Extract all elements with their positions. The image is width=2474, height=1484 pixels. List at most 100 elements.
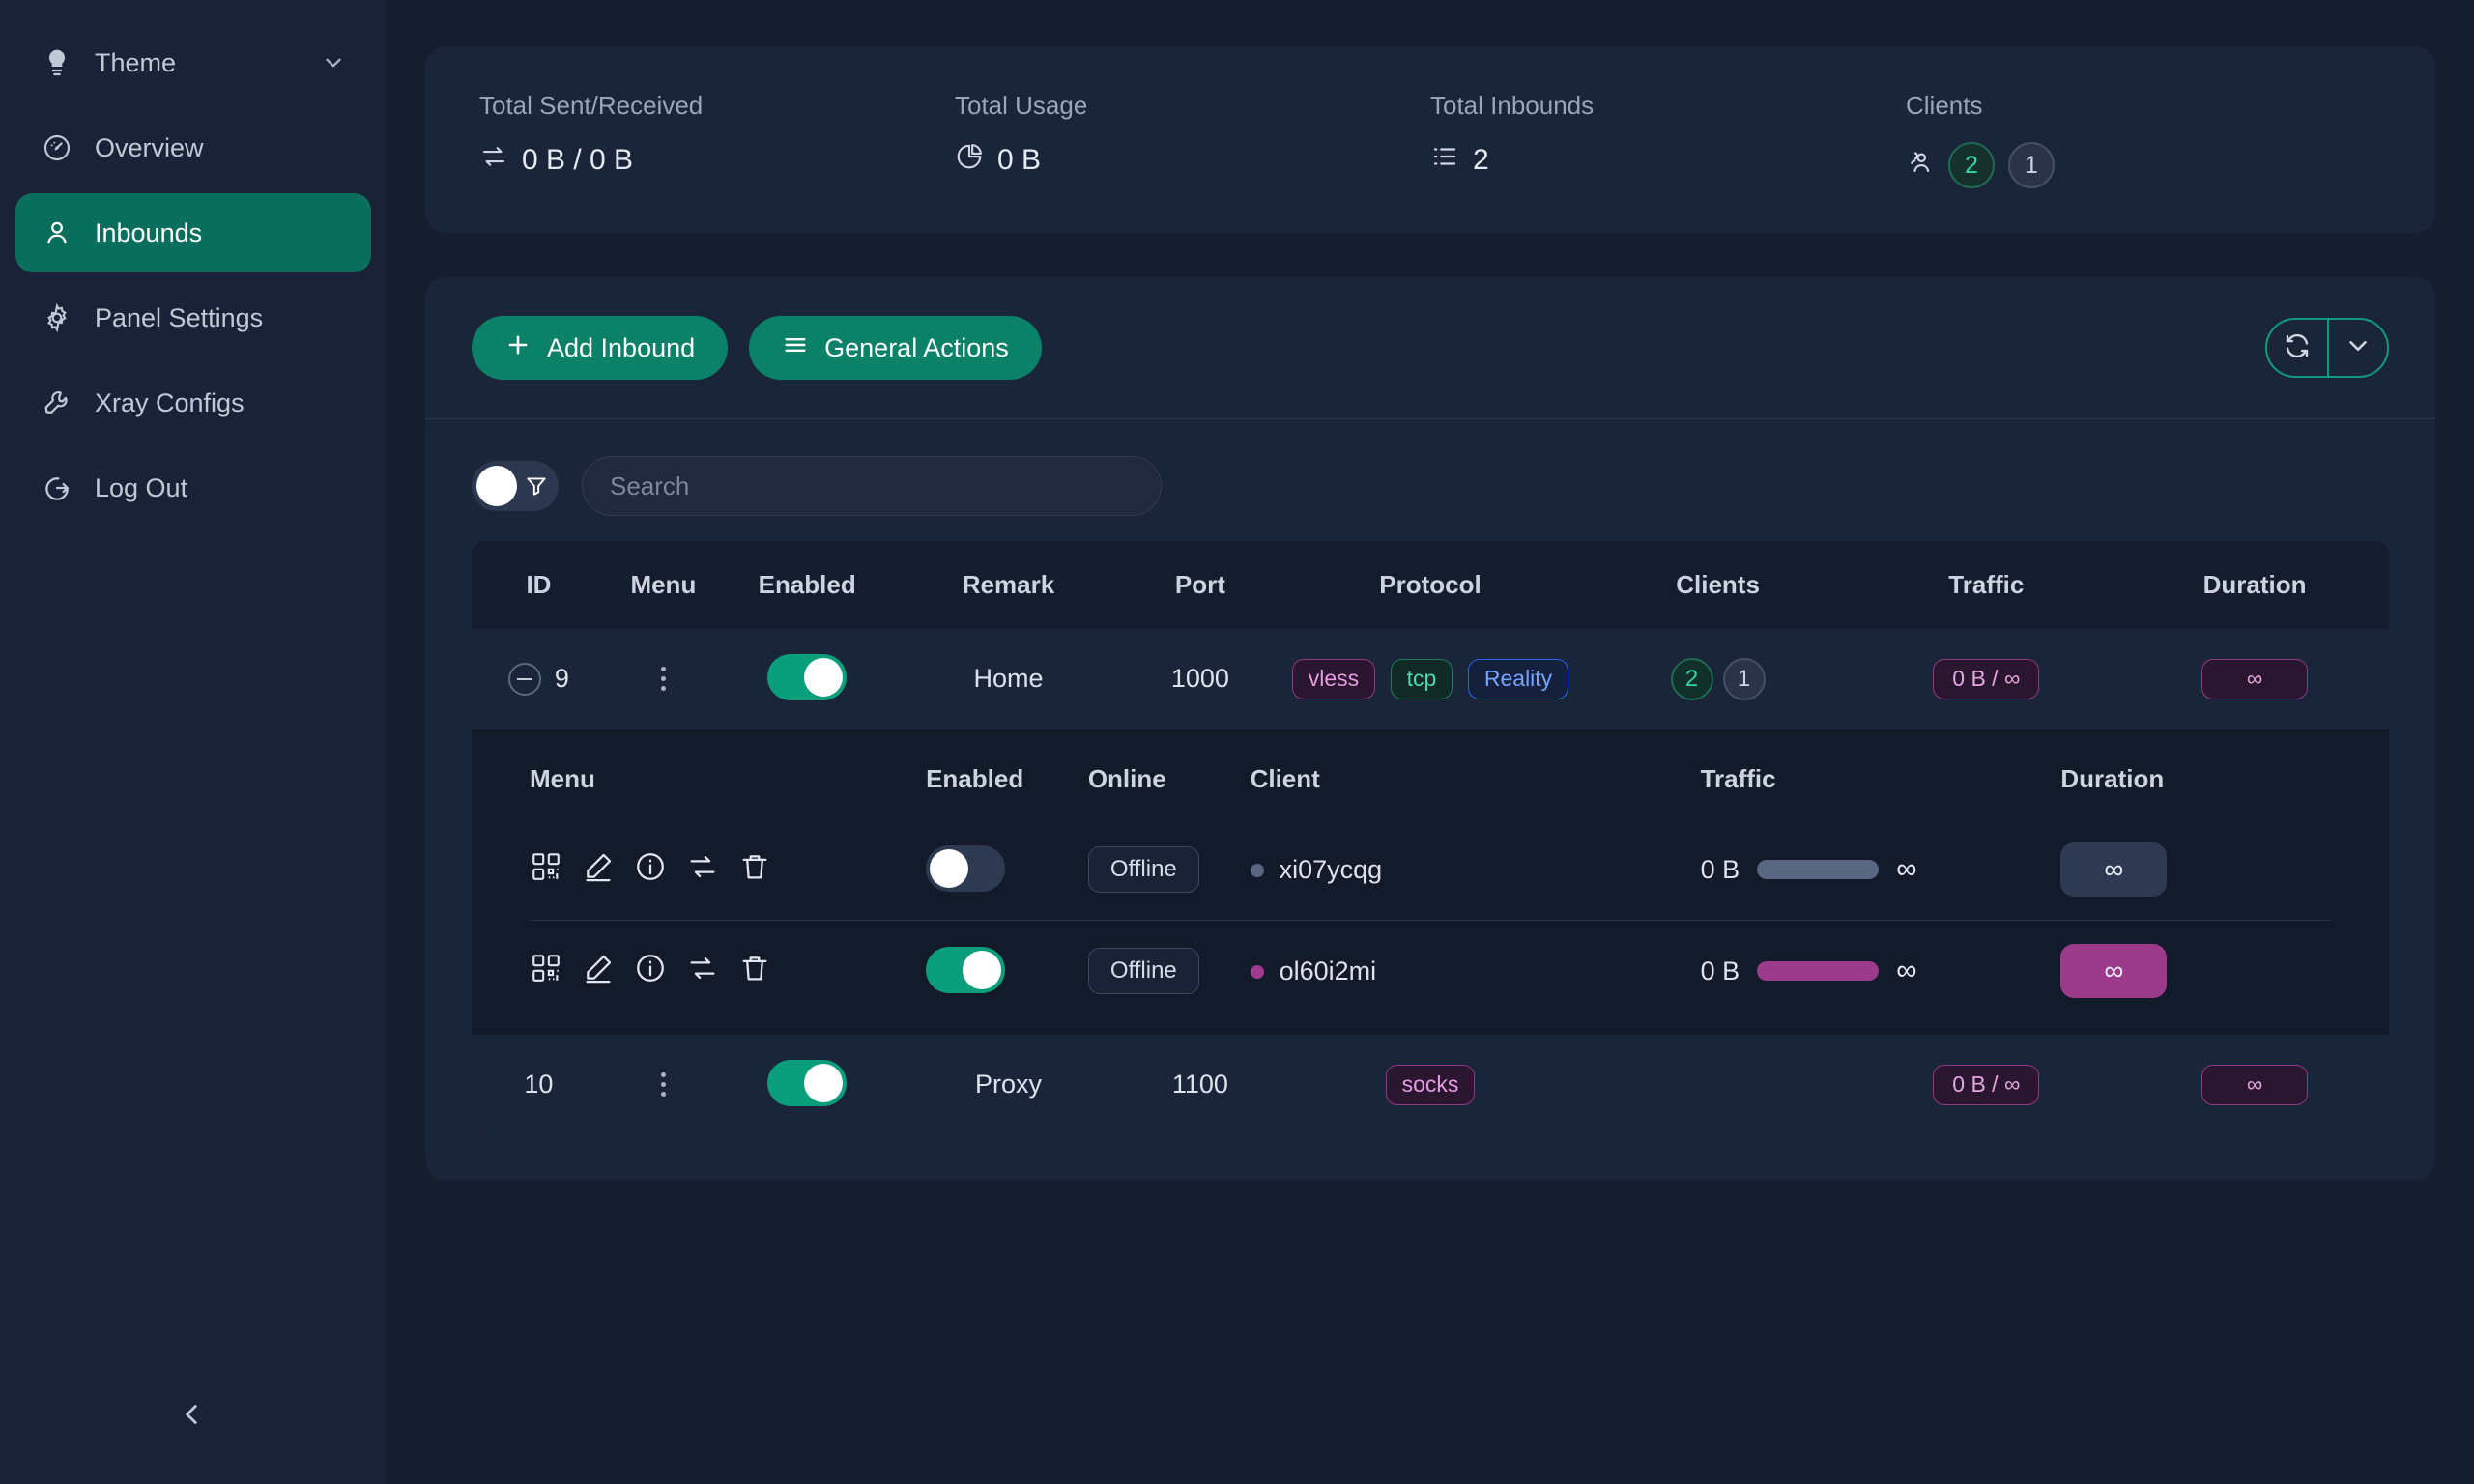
info-icon[interactable] [634, 952, 667, 991]
clients-table-body: Offline xi07ycqg [530, 819, 2331, 1021]
refresh-icon [2283, 331, 2312, 365]
client-enabled-toggle[interactable] [926, 844, 1006, 892]
col-enabled: Enabled [720, 541, 894, 629]
stat-total-usage: Total Usage 0 B [955, 91, 1430, 188]
chevron-left-icon [175, 1398, 208, 1436]
sidebar-item-log-out[interactable]: Log Out [15, 448, 371, 528]
search-input[interactable] [582, 456, 1162, 516]
filter-icon [524, 473, 549, 499]
client-cell-duration: ∞ [2060, 920, 2331, 1021]
cell-port: 1000 [1123, 629, 1278, 729]
inbounds-panel: Add Inbound General Actions [425, 277, 2435, 1181]
edit-pencil-icon[interactable] [582, 850, 615, 890]
filter-toggle-knob [476, 466, 517, 506]
cell-menu [605, 1035, 721, 1134]
protocol-tag: tcp [1390, 658, 1453, 699]
menu-icon [782, 331, 809, 365]
ccol-menu: Menu [530, 739, 927, 819]
clients-panel: Menu Enabled Online Client Traffic Durat… [472, 729, 2389, 1035]
sidebar-item-overview[interactable]: Overview [15, 108, 371, 187]
row-enabled-toggle[interactable] [767, 1060, 848, 1106]
sidebar-item-theme[interactable]: Theme [15, 23, 371, 102]
client-cell-menu [530, 819, 927, 921]
clients-table-head: Menu Enabled Online Client Traffic Durat… [530, 739, 2331, 819]
stats-card: Total Sent/Received 0 B / 0 B Total Usag… [425, 46, 2435, 233]
sidebar-item-xray-configs[interactable]: Xray Configs [15, 363, 371, 442]
cell-duration: ∞ [2120, 629, 2389, 729]
filter-toggle[interactable] [472, 461, 559, 511]
sidebar-collapse-button[interactable] [170, 1395, 213, 1438]
wrench-icon [41, 386, 73, 419]
sidebar-item-panel-settings[interactable]: Panel Settings [15, 278, 371, 357]
stat-total-inbounds: Total Inbounds 2 [1430, 91, 1906, 188]
col-port: Port [1123, 541, 1278, 629]
qr-code-icon[interactable] [530, 850, 562, 890]
client-enabled-toggle[interactable] [926, 946, 1006, 993]
traffic-badge: 0 B / ∞ [1933, 1064, 2040, 1105]
row-menu-button[interactable] [606, 1072, 721, 1097]
stat-total-sent-received: Total Sent/Received 0 B / 0 B [479, 91, 955, 188]
edit-pencil-icon[interactable] [582, 952, 615, 991]
client-cell-duration: ∞ [2060, 819, 2331, 921]
gear-icon [41, 301, 73, 334]
cell-id: 10 [472, 1035, 606, 1134]
refresh-button[interactable] [2267, 320, 2327, 376]
cell-protocol: vless tcp Reality [1277, 629, 1584, 729]
cell-menu [605, 629, 721, 729]
client-row[interactable]: Offline ol60i2mi [530, 920, 2331, 1021]
reset-icon[interactable] [686, 952, 719, 991]
row-id: 9 [554, 664, 569, 693]
chevron-down-icon [2344, 331, 2373, 365]
stat-clients: Clients 2 1 [1906, 91, 2381, 188]
clients-subtable-row: Menu Enabled Online Client Traffic Durat… [472, 728, 2389, 1035]
col-protocol: Protocol [1277, 541, 1584, 629]
sidebar: Theme Overview Inbounds Panel Settings X… [0, 0, 387, 1484]
cell-enabled [720, 1035, 894, 1134]
client-name-label: xi07ycqg [1279, 855, 1383, 885]
reset-icon[interactable] [686, 850, 719, 890]
client-status-dot [1250, 964, 1264, 979]
clients-active-badge: 2 [1948, 142, 1995, 188]
refresh-dropdown-button[interactable] [2327, 320, 2387, 376]
row-enabled-toggle[interactable] [767, 654, 848, 700]
cell-protocol: socks [1277, 1035, 1584, 1134]
chevron-down-icon[interactable] [321, 50, 346, 75]
stat-value: 0 B / 0 B [522, 144, 634, 176]
transfer-icon [479, 142, 508, 179]
table-row[interactable]: 9 Home 1000 vless tcp [472, 629, 2389, 729]
ccol-client: Client [1250, 739, 1701, 819]
client-cell-traffic: 0 B ∞ [1700, 920, 2061, 1021]
delete-trash-icon[interactable] [738, 952, 771, 991]
add-inbound-label: Add Inbound [547, 332, 696, 362]
client-cell-online: Offline [1087, 819, 1251, 921]
stat-value-wrap: 0 B [955, 142, 1430, 179]
ccol-traffic: Traffic [1700, 739, 2061, 819]
col-clients: Clients [1583, 541, 1853, 629]
general-actions-label: General Actions [824, 332, 1009, 362]
qr-code-icon[interactable] [530, 952, 562, 991]
sidebar-item-inbounds[interactable]: Inbounds [15, 193, 371, 272]
user-icon [41, 216, 73, 249]
client-traffic-bar [1757, 961, 1880, 981]
client-cell-online: Offline [1087, 920, 1251, 1021]
stat-value: 2 [1473, 144, 1489, 176]
refresh-split-button[interactable] [2265, 318, 2389, 378]
info-icon[interactable] [634, 850, 667, 890]
col-duration: Duration [2120, 541, 2389, 629]
clients-inactive-badge: 1 [2008, 142, 2055, 188]
cell-traffic: 0 B / ∞ [1852, 629, 2121, 729]
row-menu-button[interactable] [606, 667, 721, 691]
plus-icon [504, 331, 532, 365]
panel-toolbar: Add Inbound General Actions [425, 277, 2435, 419]
clients-header-row: Menu Enabled Online Client Traffic Durat… [530, 739, 2331, 819]
cell-clients [1583, 1035, 1853, 1134]
client-row[interactable]: Offline xi07ycqg [530, 819, 2331, 921]
add-inbound-button[interactable]: Add Inbound [472, 316, 729, 380]
clients-active-badge: 2 [1670, 657, 1713, 700]
table-row[interactable]: 10 Proxy 1100 socks [472, 1035, 2389, 1134]
delete-trash-icon[interactable] [738, 850, 771, 890]
list-icon [1430, 142, 1459, 179]
row-collapse-toggle[interactable] [507, 662, 541, 696]
client-traffic-limit: ∞ [1896, 955, 1917, 986]
general-actions-button[interactable]: General Actions [749, 316, 1042, 380]
